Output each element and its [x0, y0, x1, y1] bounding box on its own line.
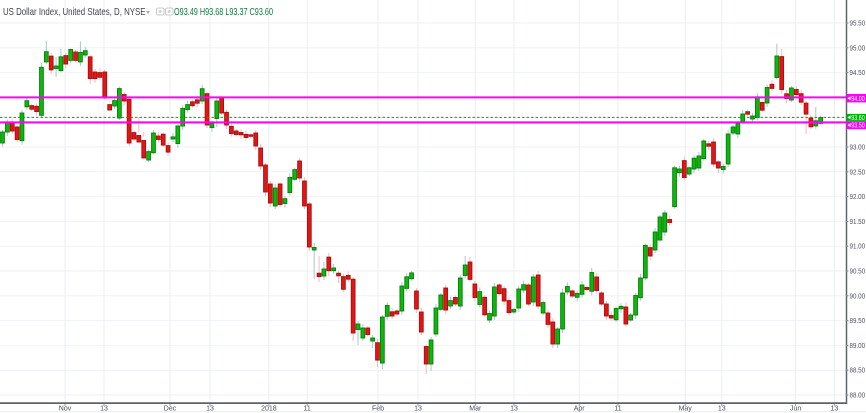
svg-text:13: 13 — [510, 406, 518, 413]
svg-text:88.50: 88.50 — [850, 368, 866, 375]
svg-text:13: 13 — [831, 406, 839, 413]
svg-text:13: 13 — [100, 406, 108, 413]
svg-text:Feb: Feb — [372, 406, 384, 413]
svg-text:92.00: 92.00 — [850, 194, 866, 201]
svg-text:93.50: 93.50 — [851, 123, 864, 130]
svg-text:13: 13 — [718, 406, 726, 413]
svg-text:O93.49 H93.68 L93.37 C93.60: O93.49 H93.68 L93.37 C93.60 — [174, 6, 273, 18]
svg-text:Dec: Dec — [164, 406, 177, 413]
svg-text:US Dollar Index, United States: US Dollar Index, United States, D, NYSE — [3, 6, 146, 18]
svg-text:94.00: 94.00 — [851, 96, 864, 103]
svg-text:93.00: 93.00 — [850, 145, 866, 152]
svg-text:2018: 2018 — [261, 406, 277, 413]
svg-text:91.50: 91.50 — [850, 219, 866, 226]
svg-text:95.00: 95.00 — [850, 45, 866, 52]
svg-text:13: 13 — [206, 406, 214, 413]
svg-text:91.00: 91.00 — [850, 244, 866, 251]
svg-text:93.60: 93.60 — [851, 115, 864, 122]
svg-text:13: 13 — [414, 406, 422, 413]
svg-text:89.00: 89.00 — [850, 343, 866, 350]
svg-text:92.50: 92.50 — [850, 169, 866, 176]
svg-text:Apr: Apr — [574, 406, 586, 413]
svg-text:May: May — [679, 406, 693, 413]
svg-text:Nov: Nov — [59, 406, 72, 413]
svg-text:90.00: 90.00 — [850, 293, 866, 300]
svg-text:89.50: 89.50 — [850, 318, 866, 325]
svg-text:11: 11 — [614, 406, 621, 413]
svg-text:90.50: 90.50 — [850, 269, 866, 276]
svg-text:Mar: Mar — [469, 406, 482, 413]
svg-text:11: 11 — [304, 406, 311, 413]
svg-text:95.50: 95.50 — [850, 21, 866, 28]
svg-text:94.50: 94.50 — [850, 70, 866, 77]
svg-text:Jun: Jun — [790, 406, 801, 413]
svg-text:88.00: 88.00 — [850, 393, 866, 400]
